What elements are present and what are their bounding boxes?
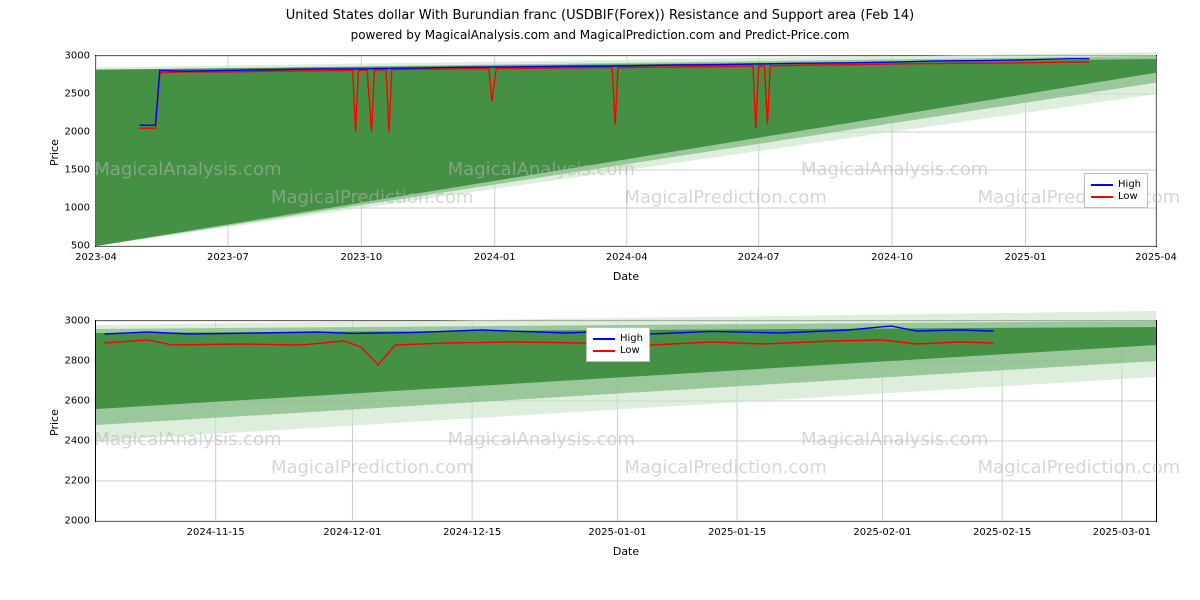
chart-subtitle: powered by MagicalAnalysis.com and Magic… xyxy=(0,28,1200,42)
xtick: 2025-01-15 xyxy=(708,521,766,538)
legend-swatch-high xyxy=(593,338,615,340)
ytick: 2400 xyxy=(65,436,96,447)
ytick: 2000 xyxy=(65,516,96,527)
xtick: 2025-01 xyxy=(1005,246,1047,263)
xtick: 2023-04 xyxy=(75,246,117,263)
xtick: 2024-04 xyxy=(606,246,648,263)
xtick: 2025-02-15 xyxy=(973,521,1031,538)
legend-label-high: High xyxy=(620,333,643,344)
top-legend: High Low xyxy=(1084,173,1148,208)
ytick: 2500 xyxy=(65,89,96,100)
xtick: 2025-03-01 xyxy=(1093,521,1151,538)
ytick: 1000 xyxy=(65,203,96,214)
ytick: 3000 xyxy=(65,316,96,327)
bottom-ylabel: Price xyxy=(48,409,61,436)
ytick: 1500 xyxy=(65,165,96,176)
xtick: 2024-10 xyxy=(871,246,913,263)
xtick: 2024-12-01 xyxy=(323,521,381,538)
xtick: 2025-01-01 xyxy=(588,521,646,538)
legend-swatch-low xyxy=(1091,196,1113,198)
chart-title: United States dollar With Burundian fran… xyxy=(0,8,1200,23)
legend-item-low: Low xyxy=(1091,191,1141,202)
top-chart-svg xyxy=(96,56,1156,246)
bottom-chart-plot: 200022002400260028003000 2024-11-152024-… xyxy=(95,320,1157,522)
xtick: 2024-07 xyxy=(738,246,780,263)
legend-label-low: Low xyxy=(1118,191,1138,202)
xtick: 2024-12-15 xyxy=(443,521,501,538)
xtick: 2024-11-15 xyxy=(187,521,245,538)
top-ylabel: Price xyxy=(48,139,61,166)
bottom-legend: High Low xyxy=(586,327,650,362)
legend-item-low: Low xyxy=(593,345,643,356)
figure: United States dollar With Burundian fran… xyxy=(0,0,1200,600)
legend-swatch-low xyxy=(593,350,615,352)
xtick: 2025-04 xyxy=(1135,246,1177,263)
ytick: 2000 xyxy=(65,127,96,138)
top-xlabel: Date xyxy=(96,270,1156,283)
legend-item-high: High xyxy=(1091,179,1141,190)
legend-label-high: High xyxy=(1118,179,1141,190)
top-chart-plot: 50010001500200025003000 2023-042023-0720… xyxy=(95,55,1157,247)
ytick: 2600 xyxy=(65,396,96,407)
xtick: 2024-01 xyxy=(474,246,516,263)
ytick: 3000 xyxy=(65,51,96,62)
xtick: 2023-07 xyxy=(207,246,249,263)
legend-item-high: High xyxy=(593,333,643,344)
bottom-xlabel: Date xyxy=(96,545,1156,558)
legend-swatch-high xyxy=(1091,184,1113,186)
xtick: 2025-02-01 xyxy=(853,521,911,538)
legend-label-low: Low xyxy=(620,345,640,356)
xtick: 2023-10 xyxy=(340,246,382,263)
ytick: 2200 xyxy=(65,476,96,487)
ytick: 2800 xyxy=(65,356,96,367)
